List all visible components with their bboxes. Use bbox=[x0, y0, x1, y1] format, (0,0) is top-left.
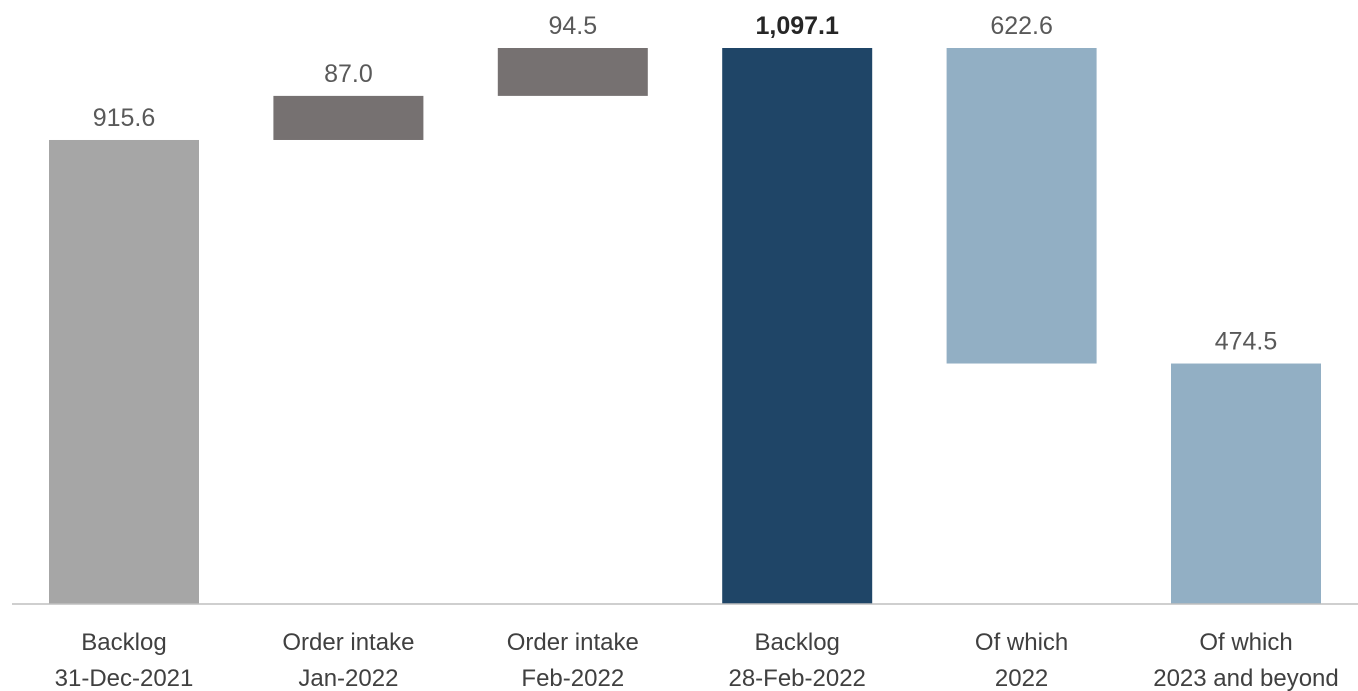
value-label-6: 474.5 bbox=[1215, 328, 1278, 356]
category-label-2-line-1: Order intake bbox=[282, 629, 414, 656]
bar-5 bbox=[946, 48, 1097, 364]
bar-6 bbox=[1171, 363, 1321, 604]
bar-2 bbox=[273, 95, 424, 140]
value-label-1: 915.6 bbox=[93, 104, 156, 132]
bar-4 bbox=[722, 48, 873, 604]
category-label-3-line-1: Order intake bbox=[507, 629, 639, 656]
category-label-5-line-1: Of which bbox=[975, 629, 1068, 656]
category-label-2-line-2: Jan-2022 bbox=[298, 665, 398, 691]
value-label-5: 622.6 bbox=[990, 12, 1053, 40]
category-label-6-line-2: 2023 and beyond bbox=[1153, 665, 1339, 691]
bars-layer bbox=[49, 48, 1321, 605]
category-label-1-line-1: Backlog bbox=[81, 629, 166, 656]
value-label-2: 87.0 bbox=[324, 60, 373, 88]
bar-3 bbox=[497, 48, 648, 96]
category-label-3-line-2: Feb-2022 bbox=[521, 665, 624, 691]
value-label-3: 94.5 bbox=[548, 12, 597, 40]
category-label-6-line-1: Of which bbox=[1199, 629, 1292, 656]
category-label-4-line-2: 28-Feb-2022 bbox=[728, 665, 865, 691]
category-labels-layer: Backlog 31-Dec-2021 Order intake Jan-2022 Or… bbox=[55, 629, 1339, 691]
category-label-4-line-1: Backlog bbox=[755, 629, 840, 656]
category-label-5-line-2: 2022 bbox=[995, 665, 1048, 691]
value-label-4: 1,097.1 bbox=[755, 12, 839, 40]
category-label-1-line-2: 31-Dec-2021 bbox=[55, 665, 194, 691]
value-labels-layer: 915.6 87.0 94.5 1,097.1 622.6 474.5 bbox=[93, 12, 1278, 356]
bar-1 bbox=[49, 139, 199, 605]
